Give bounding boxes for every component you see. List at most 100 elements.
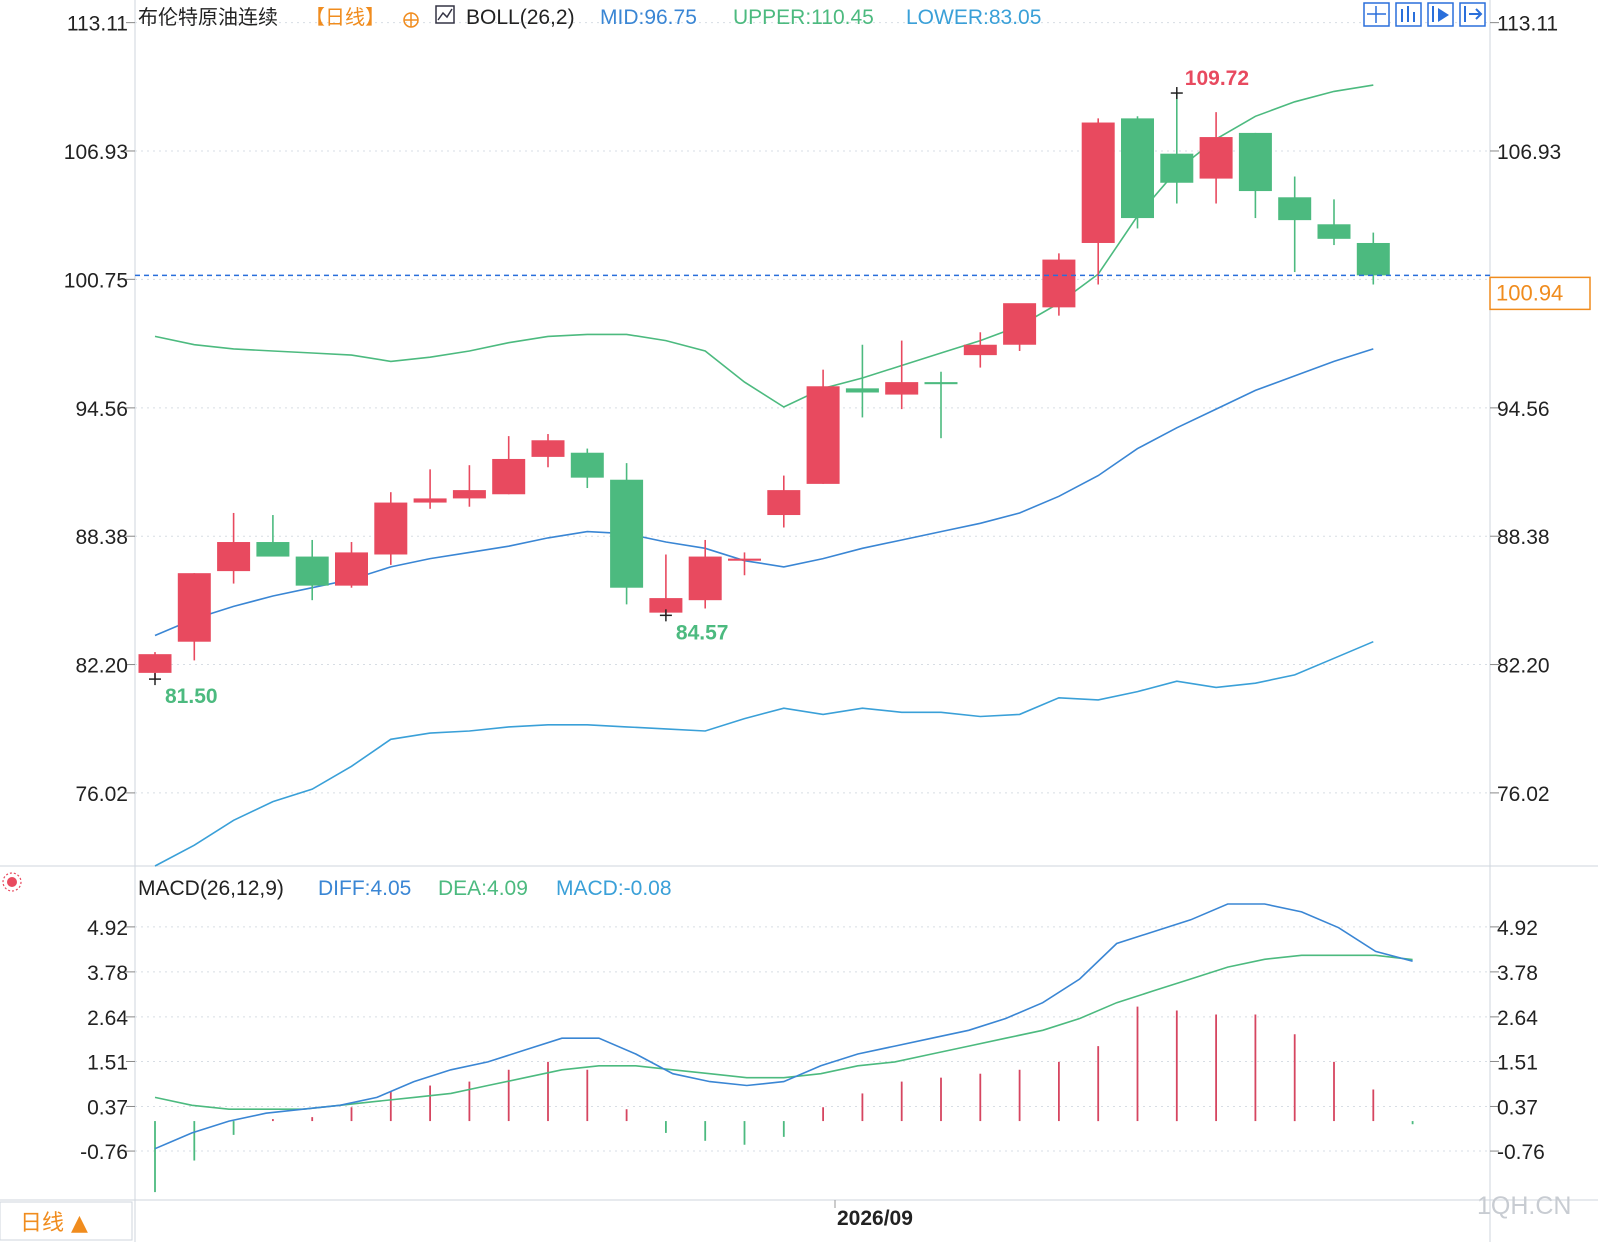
macd-y-tick-left: -0.76 (80, 1141, 128, 1164)
candle-body (217, 542, 251, 572)
macd-y-tick-right: 2.64 (1497, 1007, 1538, 1030)
candle-down (1278, 176, 1312, 273)
candle-down (1317, 199, 1351, 246)
candle-body (806, 386, 840, 484)
candle-up (413, 469, 447, 509)
candle-body (610, 479, 644, 588)
candle-body (1317, 224, 1351, 239)
y-tick-right: 88.38 (1497, 526, 1550, 549)
y-tick-left: 113.11 (67, 13, 128, 36)
candle-body (1160, 153, 1194, 183)
candle-body (1356, 242, 1390, 276)
macd-header: MACD(26,12,9) DIFF:4.05 DEA:4.09 MACD:-0… (2, 872, 672, 900)
y-tick-left: 94.56 (75, 398, 128, 421)
macd-y-tick-right: 1.51 (1497, 1051, 1538, 1074)
candle-up (217, 512, 251, 584)
boll-upper-value: UPPER:110.45 (733, 6, 874, 29)
macd-y-tick-right: -0.76 (1497, 1141, 1545, 1164)
macd-panel (154, 903, 1414, 1193)
period-switch-button[interactable]: 日线 ▲ (20, 1211, 88, 1236)
candle-up (767, 475, 801, 528)
watermark: 1QH.CN (1477, 1192, 1571, 1220)
candle-body (295, 556, 329, 586)
candle-body (256, 542, 290, 557)
footer: 日线 ▲ 2026/09 1QH.CN (0, 1192, 1571, 1241)
main-header: 布伦特原油连续 【日线】 BOLL(26,2) MID:96.75 UPPER:… (138, 5, 1041, 29)
macd-y-tick-left: 2.64 (87, 1007, 128, 1030)
candle-body (767, 490, 801, 516)
boll-lower-line (154, 640, 1374, 867)
expand-icon[interactable] (1459, 2, 1486, 27)
candle-body (374, 502, 408, 555)
candle-up (885, 340, 919, 410)
candle-body (1121, 118, 1154, 219)
candle-body (728, 558, 761, 561)
candle-body (335, 552, 368, 586)
y-tick-right: 106.93 (1497, 141, 1561, 164)
y-tick-right: 94.56 (1497, 398, 1550, 421)
candle-up (1199, 112, 1233, 204)
indicator-settings-icon[interactable] (435, 5, 455, 24)
macd-dea-line (154, 954, 1413, 1110)
candle-up (531, 434, 565, 468)
candle-down (256, 515, 290, 557)
candle-body (649, 598, 683, 613)
candle-body (885, 382, 919, 395)
macd-y-tick-right: 4.92 (1497, 917, 1538, 940)
candle-down (1160, 93, 1194, 204)
candle-up (1042, 253, 1076, 316)
macd-value: MACD:-0.08 (556, 877, 672, 900)
macd-y-tick-right: 3.78 (1497, 962, 1538, 985)
candle-body (924, 382, 958, 385)
last-price-label: 100.94 (1496, 280, 1563, 305)
candle-down (1356, 232, 1390, 285)
macd-y-tick-left: 1.51 (87, 1051, 128, 1074)
y-tick-right: 113.11 (1497, 13, 1558, 36)
boll-mid-line (154, 348, 1374, 637)
candle-body (452, 490, 486, 499)
boll-lower-value: LOWER:83.05 (906, 6, 1041, 29)
macd-y-tick-left: 4.92 (87, 917, 128, 940)
candle-up (728, 552, 761, 576)
chart-toolbar (1363, 2, 1486, 27)
candlesticks[interactable] (138, 87, 1390, 686)
last-price-marker: 100.94 (135, 274, 1591, 311)
candle-down (570, 448, 604, 489)
y-tick-right: 76.02 (1497, 783, 1550, 806)
bar-chart-icon[interactable] (1395, 2, 1422, 27)
boll-upper-line (154, 84, 1374, 408)
macd-y-tick-right: 0.37 (1497, 1096, 1538, 1119)
candle-up (452, 465, 486, 507)
crosshair-icon[interactable] (403, 12, 419, 28)
period-tag[interactable]: 【日线】 (305, 5, 385, 29)
macd-y-tick-left: 0.37 (87, 1096, 128, 1119)
candle-up (649, 554, 683, 616)
low-value-label-2: 84.57 (676, 621, 729, 644)
candle-down (610, 463, 644, 605)
candle-body (1199, 137, 1233, 179)
candle-up (335, 542, 368, 588)
high-value-label: 109.72 (1185, 67, 1249, 90)
candle-body (570, 452, 604, 478)
sun-icon[interactable] (2, 872, 22, 892)
candle-down (1238, 132, 1272, 219)
candle-body (492, 458, 526, 495)
y-tick-left: 106.93 (64, 141, 128, 164)
candle-down (845, 344, 879, 418)
candle-body (1278, 197, 1312, 221)
candle-chart-icon[interactable] (1427, 2, 1454, 27)
zoom-icon[interactable] (1363, 2, 1390, 27)
candle-body (1003, 303, 1037, 345)
macd-y-tick-left: 3.78 (87, 962, 128, 985)
candle-body (1042, 259, 1076, 308)
boll-mid-value: MID:96.75 (600, 6, 697, 29)
candle-up (688, 539, 722, 609)
candle-up (492, 436, 526, 495)
boll-bands (154, 84, 1374, 867)
macd-diff-value: DIFF:4.05 (318, 877, 411, 900)
candle-body (531, 440, 565, 457)
candle-up (806, 369, 840, 484)
candle-body (138, 654, 172, 673)
